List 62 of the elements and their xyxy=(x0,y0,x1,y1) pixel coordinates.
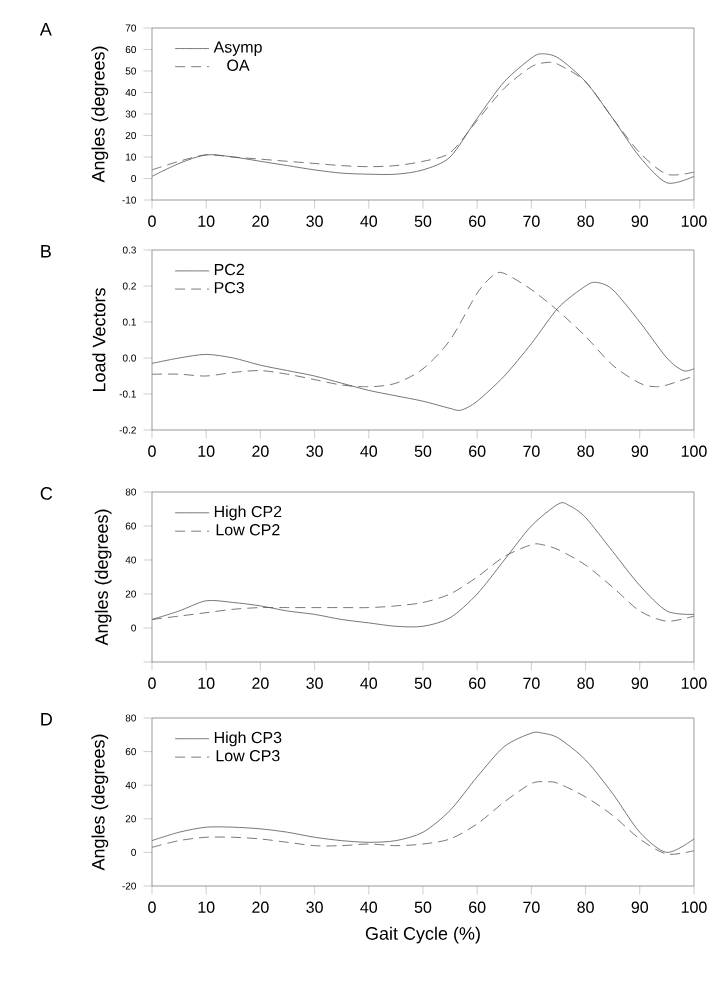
x-tick-label: 90 xyxy=(631,215,649,227)
x-tick-label: 60 xyxy=(469,215,486,227)
x-tick-label: 60 xyxy=(469,901,486,913)
x-tick-label: 0 xyxy=(148,901,156,913)
x-tick-label: 90 xyxy=(631,445,649,457)
x-tick-label: 50 xyxy=(414,901,432,913)
x-tick-label: 40 xyxy=(360,445,378,457)
chart-title: A xyxy=(39,23,52,36)
x-tick-label: 50 xyxy=(414,445,432,457)
x-tick-label: 70 xyxy=(523,901,540,913)
x-tick-label: 20 xyxy=(252,445,269,457)
x-tick-label: 80 xyxy=(577,215,594,227)
x-tick-label: 10 xyxy=(198,901,215,913)
x-tick-label: 40 xyxy=(360,901,378,913)
x-tick-label: 100 xyxy=(681,677,707,689)
x-tick-label: 70 xyxy=(523,215,540,227)
x-tick-label: 40 xyxy=(360,215,378,227)
legend-label: High CP3 xyxy=(214,731,282,747)
x-tick-label: 100 xyxy=(681,901,707,913)
legend-label: Low CP2 xyxy=(216,524,280,536)
x-tick-label: 60 xyxy=(469,677,486,689)
x-tick-label: 40 xyxy=(360,677,378,689)
x-tick-label: 70 xyxy=(523,445,540,457)
x-tick-label: 30 xyxy=(306,445,323,457)
x-tick-label: 70 xyxy=(523,677,540,689)
x-tick-label: 0 xyxy=(148,677,156,689)
x-tick-label: 30 xyxy=(306,901,323,913)
x-tick-label: 20 xyxy=(252,677,269,689)
x-tick-label: 80 xyxy=(577,445,594,457)
x-tick-label: 20 xyxy=(252,215,269,227)
legend-label: PC2 xyxy=(214,263,244,276)
x-tick-label: 90 xyxy=(631,901,649,913)
x-tick-label: 30 xyxy=(306,215,323,227)
x-tick-label: 80 xyxy=(577,901,594,913)
legend-label: Asymp xyxy=(213,41,262,56)
y-axis-title: Angles (degrees) xyxy=(91,46,109,183)
x-tick-label: 10 xyxy=(198,445,215,457)
y-axis-title: Angles (degrees) xyxy=(91,734,109,871)
x-tick-label: 0 xyxy=(148,445,156,457)
chart-title: C xyxy=(40,487,53,500)
x-axis-title: Gait Cycle (%) xyxy=(365,926,480,944)
x-tick-label: 90 xyxy=(631,677,649,689)
y-axis-title: Angles (degrees) xyxy=(94,509,112,646)
x-tick-label: 20 xyxy=(252,901,269,913)
x-tick-label: 50 xyxy=(414,215,432,227)
line-series xyxy=(151,732,694,853)
x-tick-label: 10 xyxy=(198,677,215,689)
chart-title: B xyxy=(41,245,51,258)
x-tick-label: 30 xyxy=(306,677,323,689)
legend-label: PC3 xyxy=(214,281,244,294)
legend-label: Low CP3 xyxy=(216,750,280,762)
x-tick-label: 50 xyxy=(414,677,432,689)
x-tick-label: 0 xyxy=(148,215,156,227)
x-tick-label: 80 xyxy=(577,677,594,689)
legend-label: OA xyxy=(227,59,250,71)
legend-label: High CP2 xyxy=(214,505,282,521)
x-tick-label: 100 xyxy=(681,445,707,457)
x-tick-label: 10 xyxy=(198,215,215,227)
chart-title: D xyxy=(41,713,52,726)
x-tick-label: 60 xyxy=(469,445,486,457)
y-axis-title: Load Vectors xyxy=(92,288,106,392)
x-tick-label: 100 xyxy=(681,215,707,227)
